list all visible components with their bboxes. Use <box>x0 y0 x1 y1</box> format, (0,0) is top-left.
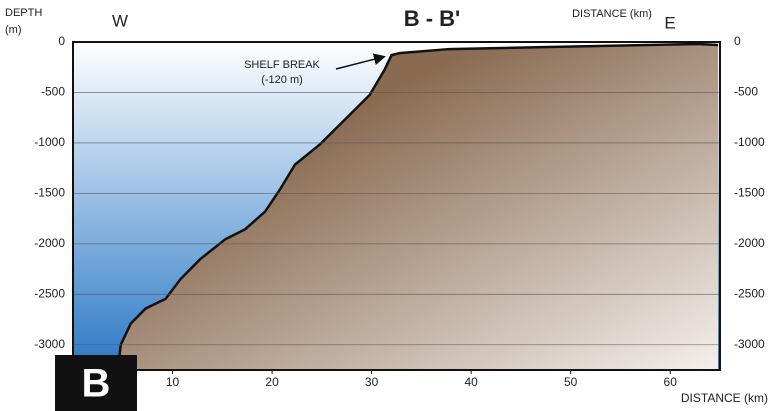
seafloor <box>117 44 719 370</box>
x-tick-label: 20 <box>265 375 279 389</box>
y-tick-label: -3000 <box>34 337 65 351</box>
annotation: (-120 m) <box>261 74 303 86</box>
y-axis-label: DEPTH <box>5 7 42 19</box>
chart-title: B - B' <box>404 6 461 31</box>
annotation-arrow <box>335 53 386 70</box>
y-tick-label: -1500 <box>734 186 765 200</box>
y-tick-label: -2000 <box>34 236 65 250</box>
west-label: W <box>112 11 128 30</box>
x-tick-label: 60 <box>664 375 678 389</box>
y-tick-label: 0 <box>734 34 741 48</box>
x-tick-label: 30 <box>365 375 379 389</box>
x-tick-label: 40 <box>464 375 478 389</box>
y-tick-label: -2500 <box>34 286 65 300</box>
annotation: SHELF BREAK <box>244 59 320 71</box>
y-tick-label: -500 <box>41 85 65 99</box>
y-tick-label: -3000 <box>734 337 765 351</box>
panel-label: B <box>82 362 111 406</box>
plot-frame <box>72 41 721 371</box>
y-axis-label: (m) <box>5 24 22 36</box>
plot-area <box>72 41 721 374</box>
y-tick-label: 0 <box>58 34 65 48</box>
east-label: E <box>664 13 675 32</box>
y-tick-label: -1000 <box>734 135 765 149</box>
y-tick-label: -500 <box>734 85 758 99</box>
panel-badge <box>55 355 137 411</box>
x-tick-label: 50 <box>564 375 578 389</box>
x-axis-label: DISTANCE (km) <box>572 8 652 20</box>
seafloor-profile <box>116 42 719 371</box>
x-axis-label: DISTANCE (km) <box>681 391 768 405</box>
y-tick-label: -2000 <box>734 236 765 250</box>
x-tick-label: 10 <box>166 375 180 389</box>
y-tick-label: -1000 <box>34 135 65 149</box>
y-tick-label: -2500 <box>734 286 765 300</box>
y-tick-label: -1500 <box>34 186 65 200</box>
